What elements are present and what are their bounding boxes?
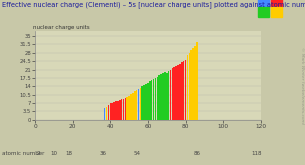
Bar — [166, 73, 167, 120]
Bar — [138, 89, 139, 120]
Text: nuclear charge units: nuclear charge units — [33, 25, 89, 31]
Bar — [175, 66, 177, 120]
Bar — [155, 78, 156, 120]
Bar — [113, 102, 115, 120]
Bar — [179, 64, 181, 120]
Bar — [123, 99, 124, 120]
Bar — [106, 106, 107, 120]
Bar — [187, 55, 188, 120]
Text: 18: 18 — [66, 151, 72, 156]
Bar — [164, 72, 166, 120]
Text: 118: 118 — [252, 151, 262, 156]
Text: Effective nuclear charge (Clementi) – 5s [nuclear charge units] plotted against : Effective nuclear charge (Clementi) – 5s… — [2, 1, 305, 8]
Bar — [194, 46, 196, 120]
Text: 86: 86 — [193, 151, 200, 156]
Bar — [158, 75, 160, 120]
Text: 36: 36 — [99, 151, 106, 156]
Bar — [132, 93, 134, 120]
Bar — [172, 68, 173, 120]
Bar — [136, 90, 138, 120]
Text: 2: 2 — [37, 151, 41, 156]
Bar — [156, 77, 158, 120]
Bar — [188, 53, 190, 120]
Bar — [147, 83, 149, 120]
Bar — [121, 99, 122, 120]
Bar — [153, 79, 154, 120]
Bar — [115, 101, 117, 120]
Bar — [104, 108, 106, 120]
Bar — [134, 91, 135, 120]
Bar — [168, 71, 169, 120]
Bar — [143, 85, 145, 120]
Text: © Mark Winter (webelements.com): © Mark Winter (webelements.com) — [300, 47, 304, 125]
Bar — [162, 73, 164, 120]
Bar — [149, 82, 151, 120]
Bar — [190, 50, 192, 120]
Bar — [142, 86, 143, 120]
Bar — [160, 74, 162, 120]
Bar — [174, 67, 175, 120]
Bar — [185, 60, 186, 120]
Bar — [151, 80, 152, 120]
Bar — [108, 105, 109, 120]
Bar — [170, 69, 171, 120]
Bar — [130, 94, 132, 120]
Bar — [145, 84, 147, 120]
Bar — [128, 96, 130, 120]
Bar — [196, 42, 198, 120]
Bar — [119, 100, 120, 120]
Bar — [124, 98, 126, 120]
Bar — [177, 65, 179, 120]
Bar — [127, 97, 128, 120]
Bar — [192, 48, 194, 120]
Text: atomic number: atomic number — [2, 151, 44, 156]
Bar — [140, 88, 141, 120]
Bar — [181, 62, 183, 120]
Bar — [117, 101, 119, 120]
Bar — [183, 61, 185, 120]
Text: 54: 54 — [133, 151, 140, 156]
Bar — [111, 103, 113, 120]
Bar — [109, 103, 111, 120]
Text: 10: 10 — [50, 151, 57, 156]
